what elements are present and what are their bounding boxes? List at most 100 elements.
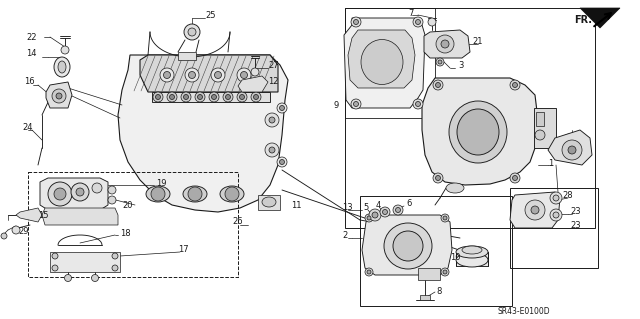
- Bar: [258, 195, 280, 210]
- Circle shape: [413, 99, 423, 109]
- Ellipse shape: [393, 231, 423, 261]
- Text: 22: 22: [26, 33, 36, 41]
- Text: 15: 15: [38, 211, 49, 219]
- Circle shape: [251, 92, 261, 102]
- Circle shape: [108, 186, 116, 194]
- Circle shape: [436, 35, 454, 53]
- Polygon shape: [424, 30, 470, 58]
- Ellipse shape: [449, 101, 507, 163]
- Circle shape: [510, 80, 520, 90]
- Circle shape: [428, 18, 436, 26]
- Circle shape: [436, 58, 444, 66]
- Text: 14: 14: [26, 48, 36, 57]
- Text: 3: 3: [458, 62, 463, 70]
- Circle shape: [553, 195, 559, 201]
- Text: 24: 24: [22, 123, 33, 132]
- Bar: [178, 52, 196, 60]
- Text: 20: 20: [122, 201, 132, 210]
- Bar: [536, 112, 544, 126]
- Circle shape: [239, 94, 244, 100]
- Circle shape: [163, 71, 170, 78]
- Polygon shape: [510, 192, 560, 228]
- Ellipse shape: [54, 57, 70, 77]
- Circle shape: [52, 265, 58, 271]
- Circle shape: [367, 216, 371, 220]
- Bar: [510, 188, 598, 268]
- Ellipse shape: [220, 186, 244, 202]
- Bar: [345, 8, 435, 118]
- Ellipse shape: [146, 186, 170, 202]
- Circle shape: [441, 268, 449, 276]
- Circle shape: [151, 187, 165, 201]
- Ellipse shape: [456, 253, 488, 267]
- Circle shape: [380, 207, 390, 217]
- Circle shape: [550, 192, 562, 204]
- Circle shape: [562, 140, 582, 160]
- Circle shape: [265, 143, 279, 157]
- Circle shape: [184, 24, 200, 40]
- Circle shape: [365, 268, 373, 276]
- Circle shape: [241, 71, 248, 78]
- Bar: [418, 268, 440, 280]
- Circle shape: [550, 209, 562, 221]
- Text: 6: 6: [406, 199, 412, 209]
- Circle shape: [513, 83, 518, 87]
- Circle shape: [441, 214, 449, 222]
- Circle shape: [433, 80, 443, 90]
- Text: 26: 26: [232, 218, 243, 226]
- Circle shape: [52, 253, 58, 259]
- Circle shape: [353, 101, 358, 107]
- Circle shape: [188, 28, 196, 36]
- Circle shape: [438, 60, 442, 64]
- Circle shape: [167, 92, 177, 102]
- Circle shape: [156, 94, 161, 100]
- Circle shape: [112, 265, 118, 271]
- Circle shape: [160, 68, 174, 82]
- Circle shape: [92, 275, 99, 281]
- Circle shape: [198, 94, 202, 100]
- Circle shape: [56, 93, 62, 99]
- Text: 9: 9: [334, 100, 339, 109]
- Circle shape: [369, 209, 381, 221]
- Text: 23: 23: [570, 220, 580, 229]
- Circle shape: [237, 92, 247, 102]
- Circle shape: [61, 46, 69, 54]
- Circle shape: [513, 175, 518, 181]
- Text: 23: 23: [570, 207, 580, 217]
- Polygon shape: [42, 208, 118, 225]
- Text: 29: 29: [18, 227, 29, 236]
- Circle shape: [225, 94, 230, 100]
- Circle shape: [353, 19, 358, 25]
- Polygon shape: [40, 178, 108, 210]
- Circle shape: [396, 207, 401, 212]
- Circle shape: [553, 212, 559, 218]
- Ellipse shape: [384, 223, 432, 269]
- Circle shape: [12, 226, 20, 234]
- Bar: [345, 8, 595, 228]
- Polygon shape: [548, 130, 592, 165]
- Circle shape: [108, 196, 116, 204]
- Text: FR.: FR.: [574, 15, 592, 25]
- Circle shape: [535, 130, 545, 140]
- Circle shape: [372, 212, 378, 218]
- Text: 13: 13: [342, 203, 353, 211]
- Circle shape: [54, 188, 66, 200]
- Circle shape: [189, 71, 195, 78]
- Bar: [50, 252, 120, 272]
- Text: 17: 17: [178, 246, 189, 255]
- Polygon shape: [362, 215, 452, 275]
- Circle shape: [265, 113, 279, 127]
- Ellipse shape: [262, 197, 276, 207]
- Bar: [534, 108, 556, 148]
- Circle shape: [568, 146, 576, 154]
- Circle shape: [223, 92, 233, 102]
- Text: 25: 25: [205, 11, 216, 20]
- Circle shape: [211, 68, 225, 82]
- Text: 18: 18: [120, 228, 131, 238]
- Polygon shape: [580, 8, 620, 28]
- Circle shape: [112, 253, 118, 259]
- Polygon shape: [348, 30, 415, 88]
- Circle shape: [367, 270, 371, 274]
- Circle shape: [52, 89, 66, 103]
- Text: 16: 16: [24, 78, 35, 86]
